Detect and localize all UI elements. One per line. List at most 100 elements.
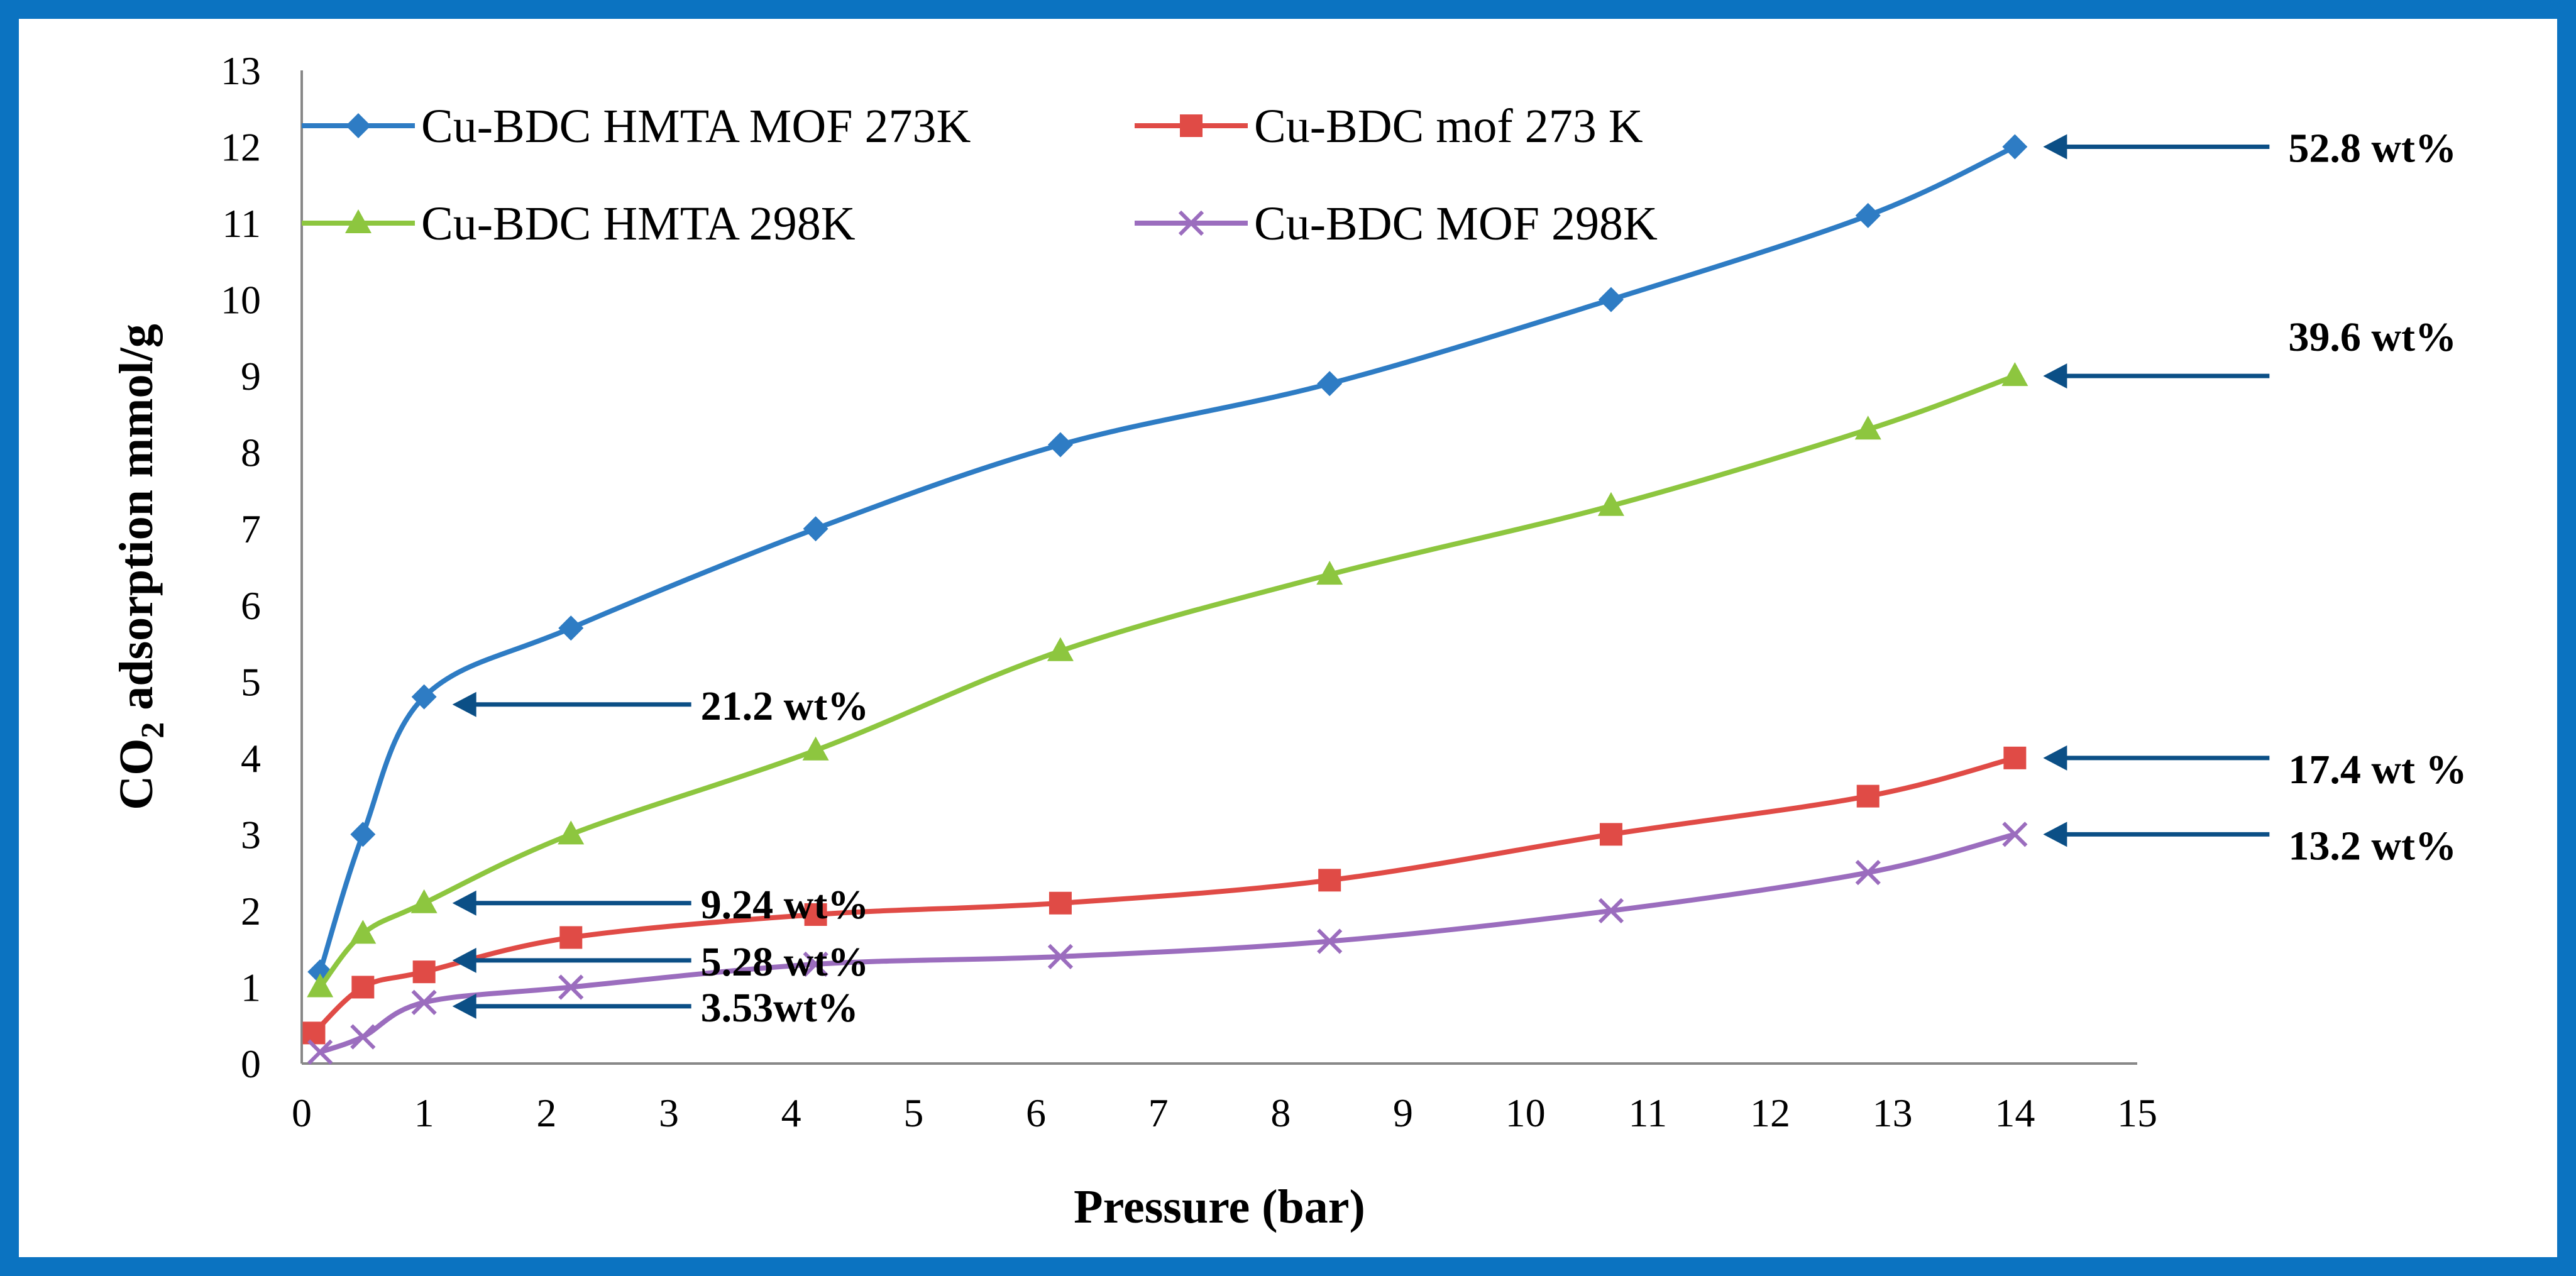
annotation: 9.24 wt% bbox=[452, 882, 869, 928]
annotation: 21.2 wt% bbox=[452, 683, 869, 729]
data-series bbox=[302, 134, 2028, 1065]
annotation-arrow-head bbox=[2043, 363, 2067, 389]
data-point bbox=[1855, 202, 1881, 228]
series-line bbox=[311, 755, 2018, 1036]
data-point bbox=[411, 684, 437, 710]
y-axis-title-rest: adsorption mmol/g bbox=[110, 324, 163, 722]
x-tick-label: 11 bbox=[1629, 1091, 1668, 1135]
annotations: 52.8 wt% 39.6 wt% 17.4 wt % 13.2 wt% 21.2 wt… bbox=[452, 126, 2467, 1031]
data-point bbox=[1598, 898, 1624, 924]
x-tick-label: 0 bbox=[292, 1091, 312, 1135]
x-tick-label: 14 bbox=[1995, 1091, 2035, 1135]
data-point bbox=[559, 926, 583, 949]
legend-item: Cu-BDC HMTA 298K bbox=[302, 197, 856, 250]
data-point bbox=[2003, 746, 2027, 769]
y-tick-label: 4 bbox=[241, 736, 261, 781]
data-point bbox=[1599, 823, 1622, 846]
y-tick-label: 10 bbox=[221, 278, 261, 322]
data-point bbox=[307, 973, 334, 998]
data-point bbox=[411, 989, 437, 1015]
legend-item: Cu-BDC MOF 298K bbox=[1135, 197, 1658, 250]
x-tick-label: 13 bbox=[1873, 1091, 1913, 1135]
data-point bbox=[1318, 869, 1341, 892]
x-tick-label: 12 bbox=[1750, 1091, 1790, 1135]
y-tick-label: 1 bbox=[241, 965, 261, 1009]
annotation: 39.6 wt% bbox=[2043, 314, 2457, 389]
data-point bbox=[307, 1039, 333, 1065]
data-point bbox=[412, 960, 436, 984]
series-line bbox=[317, 144, 2018, 975]
annotation: 13.2 wt% bbox=[2043, 822, 2457, 869]
x-tick-labels: 0 1 2 3 4 5 6 7 8 9 10 11 12 13 14 15 bbox=[292, 1091, 2157, 1135]
data-point bbox=[2001, 362, 2028, 387]
data-point bbox=[802, 736, 829, 761]
y-tick-label: 11 bbox=[222, 201, 261, 246]
annotation-arrow-head bbox=[2043, 134, 2067, 160]
y-tick-label: 5 bbox=[241, 659, 261, 704]
annotation-arrow-head bbox=[452, 691, 476, 717]
data-point bbox=[1317, 928, 1343, 954]
x-tick-label: 8 bbox=[1270, 1091, 1291, 1135]
y-tick-label: 0 bbox=[241, 1042, 261, 1086]
legend-label: Cu-BDC HMTA 298K bbox=[421, 197, 856, 250]
data-point bbox=[803, 951, 828, 977]
legend-swatch-marker bbox=[345, 209, 372, 233]
x-tick-label: 6 bbox=[1026, 1091, 1046, 1135]
y-tick-label: 8 bbox=[241, 431, 261, 475]
legend: Cu-BDC HMTA MOF 273K Cu-BDC mof 273 K Cu-B… bbox=[302, 100, 1658, 250]
annotation: 3.53wt% bbox=[452, 985, 859, 1031]
data-point bbox=[1855, 860, 1881, 886]
data-point bbox=[350, 822, 376, 847]
legend-swatch-marker bbox=[1178, 210, 1204, 236]
annotation: 17.4 wt % bbox=[2043, 745, 2467, 793]
x-tick-label: 9 bbox=[1393, 1091, 1413, 1135]
annotation-label: 39.6 wt% bbox=[2288, 314, 2457, 360]
data-point bbox=[1598, 287, 1624, 312]
annotation-label: 52.8 wt% bbox=[2288, 126, 2457, 172]
annotation-arrow-head bbox=[452, 993, 476, 1019]
x-tick-label: 2 bbox=[536, 1091, 556, 1135]
data-point bbox=[1856, 784, 1880, 808]
data-point bbox=[350, 920, 377, 944]
data-point bbox=[350, 1024, 376, 1050]
annotation-label: 21.2 wt% bbox=[701, 683, 869, 729]
data-point bbox=[558, 820, 585, 845]
x-tick-label: 4 bbox=[781, 1091, 801, 1135]
data-point bbox=[1049, 891, 1072, 915]
annotation-label: 13.2 wt% bbox=[2288, 823, 2457, 869]
series-3 bbox=[307, 362, 2028, 998]
annotation-label: 9.24 wt% bbox=[701, 882, 869, 928]
legend-label: Cu-BDC HMTA MOF 273K bbox=[421, 100, 971, 153]
annotation-arrow-head bbox=[2043, 745, 2067, 771]
data-point bbox=[410, 889, 438, 913]
y-axis-title-subscript: 2 bbox=[135, 722, 171, 739]
y-tick-label: 6 bbox=[241, 583, 261, 628]
data-point bbox=[804, 903, 827, 926]
data-point bbox=[351, 976, 375, 999]
series-1 bbox=[307, 134, 2028, 985]
x-tick-label: 7 bbox=[1148, 1091, 1169, 1135]
x-axis-title: Pressure (bar) bbox=[1074, 1180, 1365, 1233]
data-point bbox=[1597, 492, 1624, 516]
data-point bbox=[1854, 415, 1881, 440]
y-axis-title-main: CO bbox=[110, 739, 163, 810]
x-tick-label: 5 bbox=[903, 1091, 923, 1135]
legend-item: Cu-BDC HMTA MOF 273K bbox=[302, 100, 971, 153]
y-tick-label: 2 bbox=[241, 889, 261, 933]
series-2 bbox=[302, 746, 2027, 1045]
annotation-arrow-head bbox=[452, 890, 476, 916]
data-point bbox=[558, 615, 584, 641]
data-point bbox=[2002, 822, 2028, 847]
legend-swatch-marker bbox=[1180, 114, 1203, 137]
legend-label: Cu-BDC MOF 298K bbox=[1254, 197, 1658, 250]
y-tick-label: 3 bbox=[241, 812, 261, 857]
y-axis-title: CO2 adsorption mmol/g bbox=[110, 324, 171, 810]
annotation-arrow-head bbox=[2043, 822, 2067, 847]
series-4 bbox=[307, 822, 2028, 1065]
annotation: 5.28 wt% bbox=[452, 939, 869, 985]
data-point bbox=[1047, 432, 1073, 458]
x-tick-label: 15 bbox=[2117, 1091, 2157, 1135]
legend-item: Cu-BDC mof 273 K bbox=[1135, 100, 1643, 153]
